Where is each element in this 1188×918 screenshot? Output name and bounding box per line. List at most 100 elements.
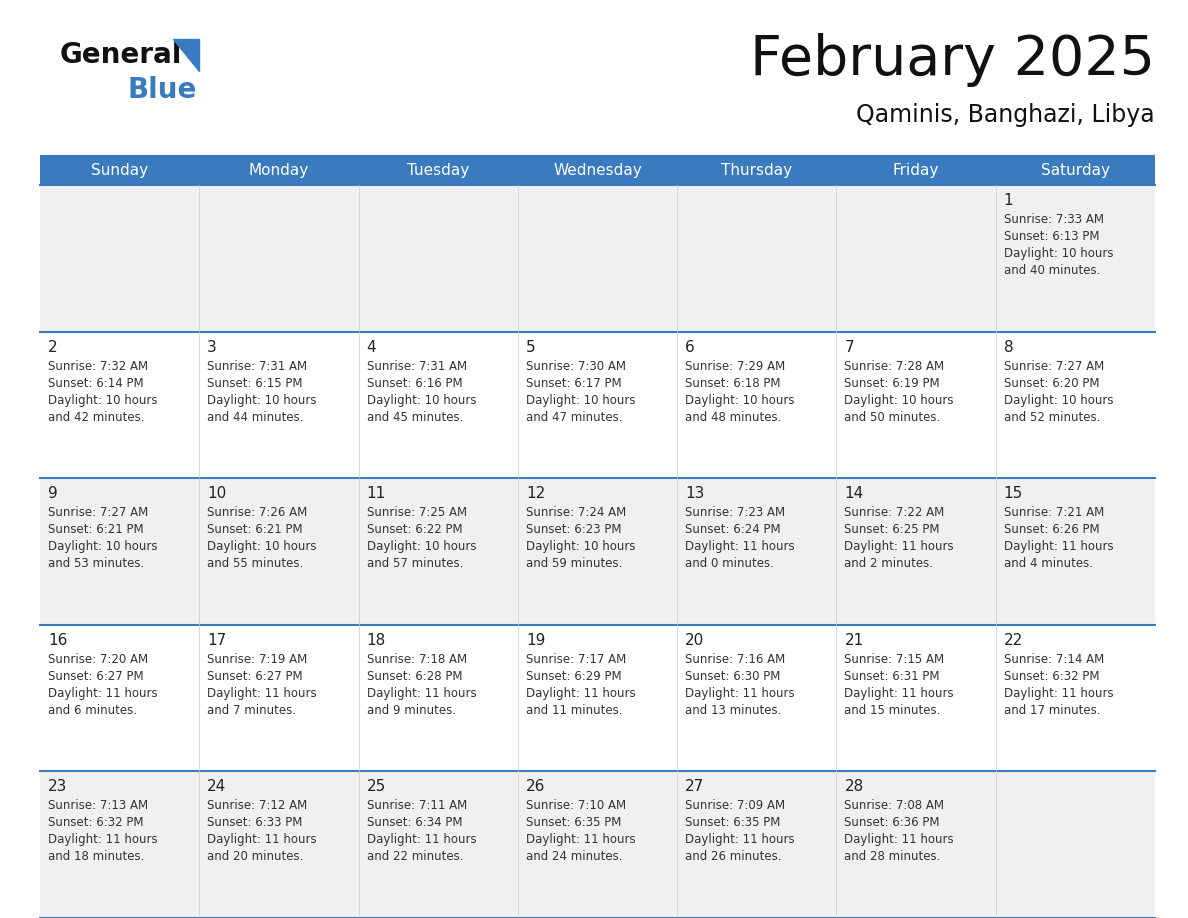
Text: and 6 minutes.: and 6 minutes. xyxy=(48,704,137,717)
Text: and 48 minutes.: and 48 minutes. xyxy=(685,410,782,423)
Text: 24: 24 xyxy=(207,779,227,794)
Text: Daylight: 10 hours: Daylight: 10 hours xyxy=(367,394,476,407)
Text: Sunrise: 7:18 AM: Sunrise: 7:18 AM xyxy=(367,653,467,666)
Text: Sunset: 6:15 PM: Sunset: 6:15 PM xyxy=(207,376,303,389)
Text: Sunset: 6:17 PM: Sunset: 6:17 PM xyxy=(526,376,621,389)
Text: 13: 13 xyxy=(685,487,704,501)
Text: Daylight: 11 hours: Daylight: 11 hours xyxy=(526,834,636,846)
Text: Sunset: 6:25 PM: Sunset: 6:25 PM xyxy=(845,523,940,536)
Bar xyxy=(677,331,836,478)
Bar xyxy=(359,331,518,478)
Text: 14: 14 xyxy=(845,487,864,501)
Text: Sunrise: 7:24 AM: Sunrise: 7:24 AM xyxy=(526,506,626,520)
Text: and 9 minutes.: and 9 minutes. xyxy=(367,704,455,717)
Text: Sunset: 6:31 PM: Sunset: 6:31 PM xyxy=(845,670,940,683)
Bar xyxy=(996,155,1155,185)
Bar xyxy=(996,478,1155,625)
Text: and 18 minutes.: and 18 minutes. xyxy=(48,850,145,864)
Text: Sunrise: 7:13 AM: Sunrise: 7:13 AM xyxy=(48,800,148,812)
Text: Sunrise: 7:27 AM: Sunrise: 7:27 AM xyxy=(1004,360,1104,373)
Text: Sunset: 6:28 PM: Sunset: 6:28 PM xyxy=(367,670,462,683)
Text: and 45 minutes.: and 45 minutes. xyxy=(367,410,463,423)
Text: Qaminis, Banghazi, Libya: Qaminis, Banghazi, Libya xyxy=(857,103,1155,127)
Text: Daylight: 11 hours: Daylight: 11 hours xyxy=(526,687,636,700)
Text: Daylight: 10 hours: Daylight: 10 hours xyxy=(48,540,158,554)
Bar xyxy=(518,478,677,625)
Text: Sunrise: 7:31 AM: Sunrise: 7:31 AM xyxy=(367,360,467,373)
Text: and 57 minutes.: and 57 minutes. xyxy=(367,557,463,570)
Text: 2: 2 xyxy=(48,340,58,354)
Text: Sunrise: 7:11 AM: Sunrise: 7:11 AM xyxy=(367,800,467,812)
Bar xyxy=(836,185,996,331)
Text: Sunset: 6:34 PM: Sunset: 6:34 PM xyxy=(367,816,462,829)
Text: Sunrise: 7:30 AM: Sunrise: 7:30 AM xyxy=(526,360,626,373)
Text: Sunrise: 7:19 AM: Sunrise: 7:19 AM xyxy=(207,653,308,666)
Bar xyxy=(359,625,518,771)
Text: Daylight: 10 hours: Daylight: 10 hours xyxy=(207,394,317,407)
Text: Daylight: 11 hours: Daylight: 11 hours xyxy=(685,540,795,554)
Text: 27: 27 xyxy=(685,779,704,794)
Bar xyxy=(359,771,518,918)
Text: and 28 minutes.: and 28 minutes. xyxy=(845,850,941,864)
Text: 10: 10 xyxy=(207,487,227,501)
Text: Sunset: 6:13 PM: Sunset: 6:13 PM xyxy=(1004,230,1099,243)
Text: 22: 22 xyxy=(1004,633,1023,648)
Text: Daylight: 11 hours: Daylight: 11 hours xyxy=(367,687,476,700)
Text: 12: 12 xyxy=(526,487,545,501)
Bar xyxy=(359,185,518,331)
Text: 20: 20 xyxy=(685,633,704,648)
Bar xyxy=(996,625,1155,771)
Text: Sunrise: 7:32 AM: Sunrise: 7:32 AM xyxy=(48,360,148,373)
Text: Sunset: 6:33 PM: Sunset: 6:33 PM xyxy=(207,816,303,829)
Text: Sunrise: 7:26 AM: Sunrise: 7:26 AM xyxy=(207,506,308,520)
Bar xyxy=(200,155,359,185)
Text: and 53 minutes.: and 53 minutes. xyxy=(48,557,144,570)
Bar xyxy=(200,625,359,771)
Text: and 0 minutes.: and 0 minutes. xyxy=(685,557,775,570)
Text: Daylight: 11 hours: Daylight: 11 hours xyxy=(48,834,158,846)
Text: and 55 minutes.: and 55 minutes. xyxy=(207,557,304,570)
Text: Sunrise: 7:17 AM: Sunrise: 7:17 AM xyxy=(526,653,626,666)
Text: 26: 26 xyxy=(526,779,545,794)
Text: Sunrise: 7:21 AM: Sunrise: 7:21 AM xyxy=(1004,506,1104,520)
Text: Sunset: 6:35 PM: Sunset: 6:35 PM xyxy=(526,816,621,829)
Text: Sunset: 6:36 PM: Sunset: 6:36 PM xyxy=(845,816,940,829)
Text: Sunrise: 7:28 AM: Sunrise: 7:28 AM xyxy=(845,360,944,373)
Text: Daylight: 10 hours: Daylight: 10 hours xyxy=(526,540,636,554)
Text: Sunset: 6:32 PM: Sunset: 6:32 PM xyxy=(48,816,144,829)
Text: Daylight: 11 hours: Daylight: 11 hours xyxy=(685,687,795,700)
Bar xyxy=(359,155,518,185)
Bar xyxy=(200,331,359,478)
Text: Saturday: Saturday xyxy=(1041,162,1110,177)
Text: General: General xyxy=(61,41,183,69)
Bar xyxy=(996,771,1155,918)
Text: Daylight: 11 hours: Daylight: 11 hours xyxy=(367,834,476,846)
Bar xyxy=(677,625,836,771)
Text: and 42 minutes.: and 42 minutes. xyxy=(48,410,145,423)
Text: Sunrise: 7:25 AM: Sunrise: 7:25 AM xyxy=(367,506,467,520)
Text: Daylight: 10 hours: Daylight: 10 hours xyxy=(1004,247,1113,260)
Text: Daylight: 11 hours: Daylight: 11 hours xyxy=(207,687,317,700)
Bar xyxy=(518,185,677,331)
Bar xyxy=(996,185,1155,331)
Bar xyxy=(40,625,200,771)
Text: Daylight: 11 hours: Daylight: 11 hours xyxy=(1004,540,1113,554)
Bar xyxy=(40,185,200,331)
Text: 23: 23 xyxy=(48,779,68,794)
Text: and 47 minutes.: and 47 minutes. xyxy=(526,410,623,423)
Bar xyxy=(200,771,359,918)
Text: and 7 minutes.: and 7 minutes. xyxy=(207,704,296,717)
Text: 9: 9 xyxy=(48,487,58,501)
Bar xyxy=(200,478,359,625)
Bar xyxy=(518,771,677,918)
Text: and 4 minutes.: and 4 minutes. xyxy=(1004,557,1093,570)
Text: Sunset: 6:21 PM: Sunset: 6:21 PM xyxy=(207,523,303,536)
Text: Sunset: 6:26 PM: Sunset: 6:26 PM xyxy=(1004,523,1099,536)
Text: Sunset: 6:35 PM: Sunset: 6:35 PM xyxy=(685,816,781,829)
Text: Sunrise: 7:08 AM: Sunrise: 7:08 AM xyxy=(845,800,944,812)
Text: Sunset: 6:16 PM: Sunset: 6:16 PM xyxy=(367,376,462,389)
Bar xyxy=(518,625,677,771)
Text: 3: 3 xyxy=(207,340,217,354)
Text: Blue: Blue xyxy=(128,76,197,104)
Text: and 11 minutes.: and 11 minutes. xyxy=(526,704,623,717)
